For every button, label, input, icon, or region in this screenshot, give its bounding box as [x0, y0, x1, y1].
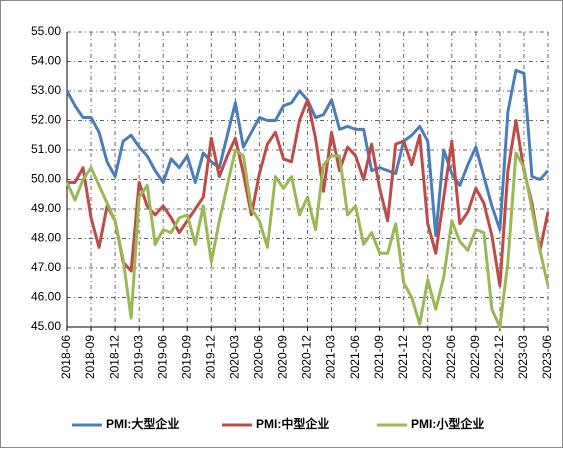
- x-tick-label: 2022-06: [444, 335, 458, 379]
- y-tick-label: 47.00: [31, 260, 61, 274]
- x-tick-label: 2020-03: [228, 335, 242, 379]
- x-tick-label: 2018-09: [83, 335, 97, 379]
- x-tick-label: 2021-03: [324, 335, 338, 379]
- x-tick-label: 2020-09: [276, 335, 290, 379]
- x-tick-label: 2022-03: [420, 335, 434, 379]
- x-tick-label: 2018-06: [59, 335, 73, 379]
- x-tick-label: 2019-09: [179, 335, 193, 379]
- x-tick-label: 2019-03: [131, 335, 145, 379]
- y-tick-label: 55.00: [31, 24, 61, 38]
- x-tick-label: 2022-12: [492, 335, 506, 379]
- y-tick-label: 52.00: [31, 113, 61, 127]
- y-tick-label: 48.00: [31, 231, 61, 245]
- x-tick-label: 2020-12: [300, 335, 314, 379]
- y-tick-label: 45.00: [31, 319, 61, 333]
- y-tick-label: 54.00: [31, 54, 61, 68]
- legend-label: PMI:小型企业: [411, 416, 484, 431]
- legend-label: PMI:中型企业: [256, 416, 329, 431]
- x-tick-label: 2023-03: [516, 335, 530, 379]
- x-tick-label: 2023-06: [540, 335, 554, 379]
- y-tick-label: 49.00: [31, 201, 61, 215]
- legend-label: PMI:大型企业: [106, 416, 179, 431]
- x-tick-label: 2022-09: [468, 335, 482, 379]
- x-tick-label: 2021-06: [348, 335, 362, 379]
- x-tick-label: 2018-12: [107, 335, 121, 379]
- y-tick-label: 53.00: [31, 83, 61, 97]
- x-tick-label: 2019-12: [203, 335, 217, 379]
- series-line: [67, 98, 550, 288]
- x-tick-label: 2021-09: [372, 335, 386, 379]
- y-tick-label: 50.00: [31, 172, 61, 186]
- y-tick-label: 51.00: [31, 142, 61, 156]
- y-tick-label: 46.00: [31, 290, 61, 304]
- series-line: [65, 148, 550, 329]
- x-tick-label: 2019-06: [155, 335, 169, 379]
- x-tick-label: 2021-12: [396, 335, 410, 379]
- x-tick-label: 2020-06: [252, 335, 266, 379]
